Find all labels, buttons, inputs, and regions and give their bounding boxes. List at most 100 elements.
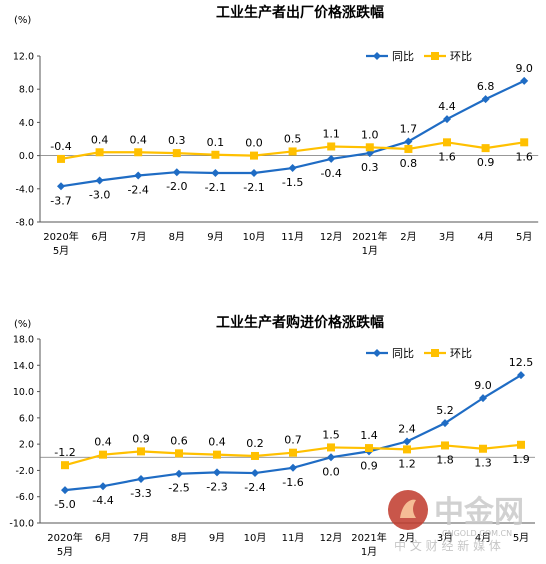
data-label-mom: 0.7 bbox=[284, 434, 302, 447]
watermark-domain: CNGOLD.COM.CN bbox=[442, 529, 512, 538]
data-point-yoy bbox=[289, 463, 297, 472]
x-tick-label: 2021年 bbox=[352, 230, 387, 243]
data-label-mom: 0.2 bbox=[246, 437, 264, 450]
legend-label: 同比 bbox=[392, 50, 414, 63]
x-tick-label: 5月 bbox=[516, 231, 532, 243]
x-tick-label: 6月 bbox=[91, 231, 107, 243]
y-tick-label: -6.0 bbox=[15, 492, 34, 503]
x-tick-label-secondary: 5月 bbox=[53, 245, 69, 257]
data-point-mom bbox=[443, 138, 451, 147]
data-label-mom: 0.3 bbox=[168, 134, 186, 147]
data-label-yoy: -2.5 bbox=[168, 482, 189, 495]
watermark-tagline: 中 文 财 经 新 媒 体 bbox=[394, 538, 501, 553]
x-tick-label-secondary: 5月 bbox=[57, 546, 73, 558]
data-point-yoy bbox=[57, 182, 65, 191]
data-label-yoy: -2.3 bbox=[206, 480, 227, 493]
data-label-mom: 0.8 bbox=[400, 157, 418, 170]
data-point-yoy bbox=[134, 171, 143, 180]
x-tick-label: 6月 bbox=[95, 532, 111, 544]
data-point-mom bbox=[99, 450, 107, 459]
data-label-yoy: -2.4 bbox=[127, 184, 148, 197]
data-label-mom: 0.6 bbox=[170, 434, 188, 447]
data-point-mom bbox=[211, 150, 220, 159]
data-point-yoy bbox=[481, 95, 490, 104]
legend-label: 环比 bbox=[450, 50, 472, 63]
data-point-yoy bbox=[520, 76, 529, 85]
watermark-brand: 中金网 bbox=[434, 495, 524, 530]
y-tick-label: -4.0 bbox=[15, 184, 34, 195]
y-tick-label: -2.0 bbox=[15, 466, 34, 477]
data-point-mom bbox=[481, 144, 490, 153]
data-point-yoy bbox=[479, 394, 487, 403]
x-tick-label: 11月 bbox=[282, 532, 305, 544]
data-point-yoy bbox=[251, 469, 259, 478]
x-tick-label-secondary: 1月 bbox=[362, 245, 378, 257]
data-label-yoy: -3.7 bbox=[50, 194, 71, 207]
data-label-mom: 0.9 bbox=[132, 432, 150, 445]
data-point-mom bbox=[57, 154, 65, 163]
data-label-mom: 1.9 bbox=[512, 453, 530, 466]
y-tick-label: 18.0 bbox=[13, 335, 34, 346]
data-point-yoy bbox=[441, 419, 449, 428]
x-tick-label: 5月 bbox=[513, 532, 529, 544]
data-label-yoy: 0.3 bbox=[361, 161, 379, 174]
data-point-yoy bbox=[288, 164, 297, 173]
data-point-mom bbox=[213, 450, 221, 459]
data-label-mom: -0.4 bbox=[50, 140, 71, 153]
x-tick-label-secondary: 1月 bbox=[361, 546, 377, 558]
data-label-yoy: 0.9 bbox=[360, 459, 378, 472]
x-tick-label: 7月 bbox=[130, 231, 146, 243]
data-label-yoy: 4.4 bbox=[438, 100, 456, 113]
x-tick-label: 4月 bbox=[477, 231, 493, 243]
data-label-yoy: 9.0 bbox=[474, 379, 492, 392]
watermark-graphic: 中金网 CNGOLD.COM.CN 中 文 财 经 新 媒 体 bbox=[388, 490, 524, 553]
data-point-mom bbox=[288, 147, 297, 156]
data-point-yoy bbox=[172, 168, 181, 177]
data-point-yoy bbox=[517, 371, 525, 380]
x-tick-label: 9月 bbox=[209, 532, 225, 544]
x-tick-label: 12月 bbox=[320, 532, 343, 544]
legend-marker-diamond-icon bbox=[373, 52, 381, 60]
data-label-yoy: -4.4 bbox=[92, 494, 113, 507]
data-label-mom: 0.4 bbox=[129, 133, 147, 146]
data-label-mom: 1.4 bbox=[360, 429, 378, 442]
y-tick-label: 2.0 bbox=[19, 440, 34, 451]
y-tick-label: 14.0 bbox=[13, 361, 34, 372]
data-point-yoy bbox=[99, 482, 107, 491]
data-point-yoy bbox=[95, 176, 104, 185]
chart-title: 工业生产者出厂价格涨跌幅 bbox=[216, 4, 384, 21]
data-label-mom: 1.6 bbox=[438, 150, 456, 163]
y-tick-label: 10.0 bbox=[13, 387, 34, 398]
data-label-mom: 1.3 bbox=[474, 457, 492, 470]
data-label-yoy: -5.0 bbox=[54, 498, 75, 511]
y-tick-label: 4.0 bbox=[19, 118, 34, 129]
x-tick-label: 3月 bbox=[437, 532, 453, 544]
data-label-yoy: -3.0 bbox=[89, 189, 110, 202]
data-point-mom bbox=[289, 448, 297, 457]
data-label-mom: 1.5 bbox=[322, 428, 340, 441]
x-tick-label: 10月 bbox=[243, 231, 266, 243]
data-label-yoy: -0.4 bbox=[320, 167, 341, 180]
data-point-mom bbox=[61, 461, 69, 470]
y-tick-label: 8.0 bbox=[19, 85, 34, 96]
x-tick-label: 2月 bbox=[400, 231, 416, 243]
x-tick-label: 2021年 bbox=[351, 531, 386, 544]
data-label-mom: 1.8 bbox=[436, 453, 454, 466]
data-point-mom bbox=[251, 451, 259, 460]
data-point-mom bbox=[441, 441, 449, 450]
y-tick-label: 12.0 bbox=[13, 52, 34, 63]
data-point-mom bbox=[365, 444, 373, 453]
data-label-mom: 0.4 bbox=[208, 436, 226, 449]
data-point-yoy bbox=[443, 115, 451, 124]
data-point-mom bbox=[520, 138, 529, 147]
data-point-yoy bbox=[61, 486, 69, 495]
legend-marker-diamond-icon bbox=[373, 349, 381, 357]
data-label-yoy: -3.3 bbox=[130, 487, 151, 500]
data-point-mom bbox=[479, 444, 487, 453]
data-point-mom bbox=[327, 142, 336, 151]
data-point-mom bbox=[403, 445, 411, 454]
x-tick-label: 12月 bbox=[320, 231, 343, 243]
data-label-mom: 0.9 bbox=[477, 156, 495, 169]
data-label-yoy: -2.0 bbox=[166, 180, 187, 193]
